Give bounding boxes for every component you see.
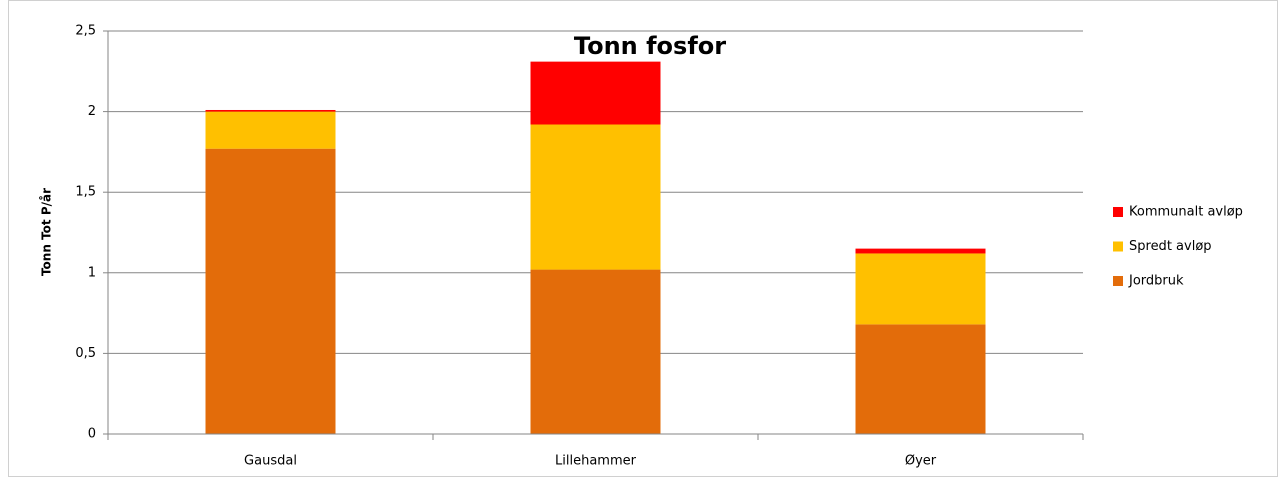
legend-label: Kommunalt avløp bbox=[1129, 205, 1243, 220]
legend-swatch bbox=[1113, 276, 1123, 286]
y-tick-label: 0 bbox=[88, 427, 96, 442]
legend-swatch bbox=[1113, 241, 1123, 252]
legend-swatch bbox=[1113, 207, 1123, 217]
bar-segment bbox=[205, 111, 336, 149]
x-tick-label: Gausdal bbox=[244, 454, 297, 469]
y-tick-label: 0,5 bbox=[75, 346, 96, 361]
bar-segment bbox=[855, 248, 986, 254]
bar-segment bbox=[855, 324, 986, 434]
bar-segment bbox=[530, 61, 661, 125]
bar-segment bbox=[530, 269, 661, 434]
x-tick-label: Øyer bbox=[905, 454, 937, 469]
x-tick-label: Lillehammer bbox=[555, 454, 637, 469]
bar-segment bbox=[205, 148, 336, 434]
chart-title: Tonn fosfor bbox=[574, 32, 726, 60]
y-axis-label: Tonn Tot P/år bbox=[40, 188, 54, 276]
bar-segment bbox=[205, 109, 336, 112]
y-tick-label: 1 bbox=[88, 265, 96, 280]
y-tick-label: 2,5 bbox=[75, 24, 96, 39]
y-tick-label: 1,5 bbox=[75, 185, 96, 200]
legend-label: Spredt avløp bbox=[1129, 239, 1212, 254]
bar-segment bbox=[530, 124, 661, 270]
bar-segment bbox=[855, 253, 986, 325]
legend-label: Jordbruk bbox=[1128, 274, 1184, 289]
y-tick-label: 2 bbox=[88, 104, 96, 119]
